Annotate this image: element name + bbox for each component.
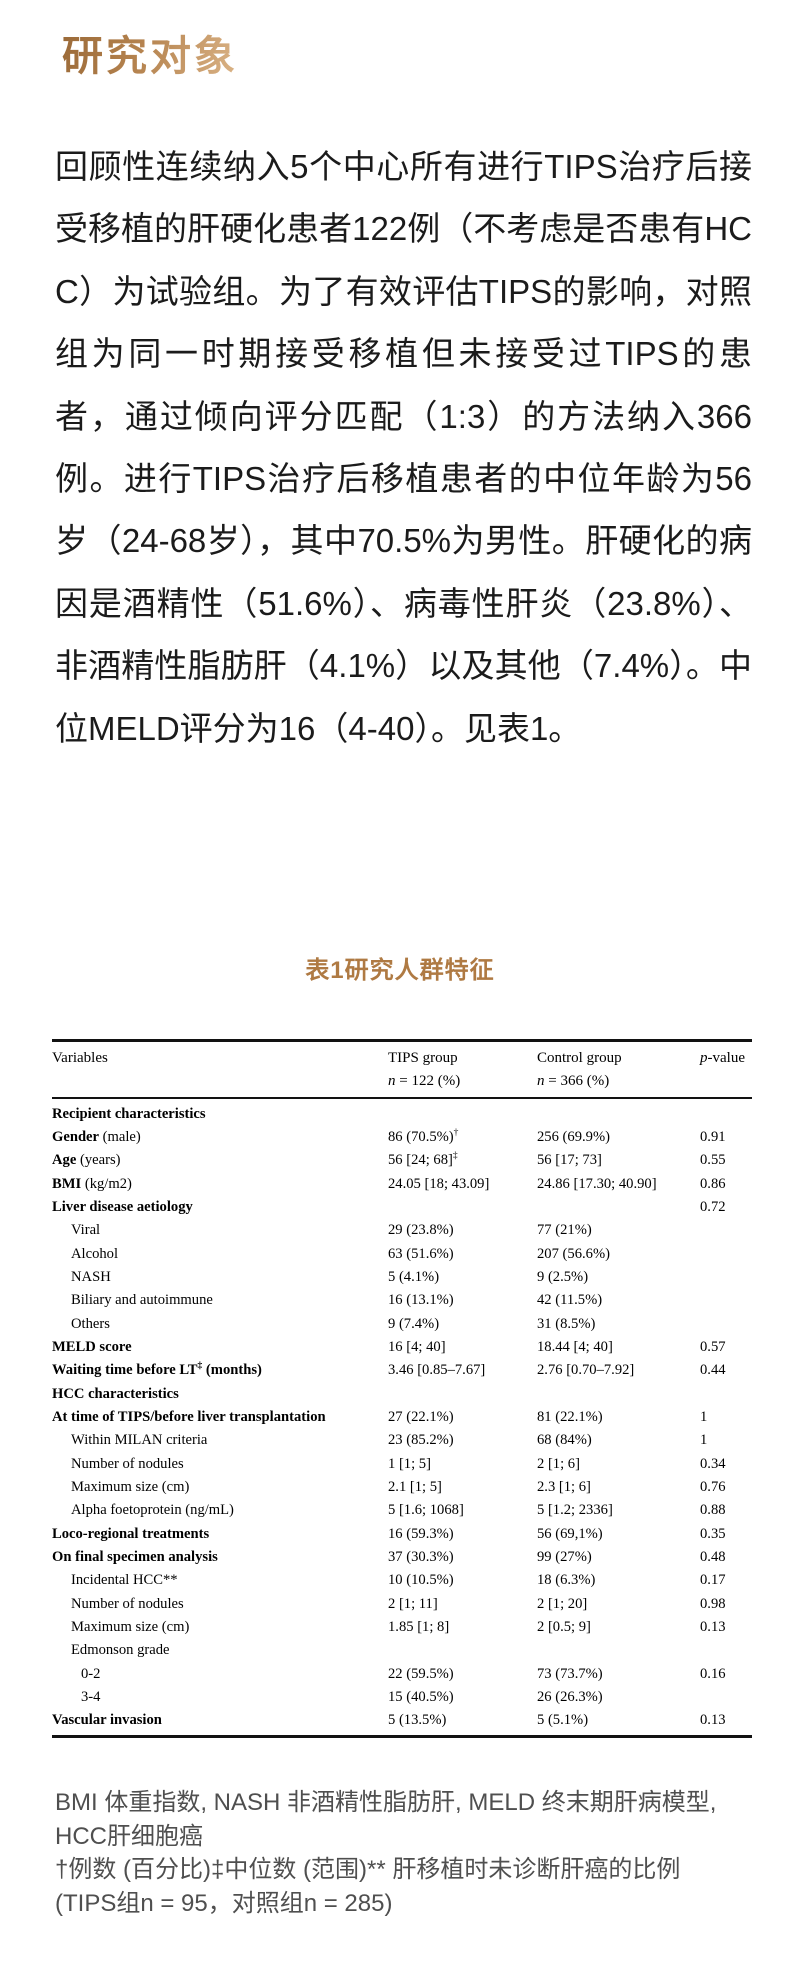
table-row: Alcohol 63 (51.6%) 207 (56.6%): [71, 1245, 610, 1262]
table-row: Age (years) 56 [24; 68]‡ 56 [17; 73] 0.55: [52, 1151, 726, 1169]
body-paragraph: 回顾性连续纳入5个中心所有进行TIPS治疗后接受移植的肝硬化患者122例（不考虑…: [55, 148, 752, 747]
header-control-group: Control group n = 366 (%): [537, 1047, 700, 1092]
table-row: HCC characteristics: [52, 1385, 179, 1402]
table-header-row: Variables TIPS group n = 122 (%) Control…: [52, 1042, 752, 1099]
table-row: 0-2 22 (59.5%) 73 (73.7%) 0.16: [81, 1665, 726, 1682]
table-row: Loco-regional treatments 16 (59.3%) 56 (69…: [52, 1525, 726, 1542]
footnote-abbreviations-1: BMI 体重指数, NASH 非酒精性脂肪肝, MELD 终末期肝病模型,: [55, 1789, 717, 1816]
table-row: NASH 5 (4.1%) 9 (2.5%): [71, 1268, 589, 1285]
footnote-symbols: †例数 (百分比)‡中位数 (范围)** 肝移植时未诊断肝癌的比例: [55, 1856, 681, 1884]
table-row: BMI (kg/m2) 24.05 [18; 43.09] 24.86 [17.30…: [52, 1175, 726, 1192]
table-row: Number of nodules 2 [1; 11] 2 [1; 20] 0.98: [71, 1595, 726, 1612]
table-title: 表1研究人群特征: [305, 957, 495, 984]
table-row: Alpha foetoprotein (ng/mL) 5 [1.6; 1068] 5…: [71, 1502, 726, 1519]
table-footnotes: BMI 体重指数, NASH 非酒精性脂肪肝, MELD 终末期肝病模型, HC…: [55, 1786, 755, 1920]
table-row: Maximum size (cm) 2.1 [1; 5] 2.3 [1; 6] 0.7…: [71, 1479, 726, 1495]
table-row: Recipient characteristics: [52, 1105, 206, 1122]
table-row: Gender (male) 86 (70.5%)† 256 (69.9%) 0.91: [52, 1127, 726, 1145]
table-row: Edmonson grade: [71, 1642, 170, 1659]
table-row: Others 9 (7.4%) 31 (8.5%): [71, 1315, 596, 1332]
table-row: Viral 29 (23.8%) 77 (21%): [71, 1222, 592, 1239]
table-row: Within MILAN criteria 23 (85.2%) 68 (84%) 1: [71, 1432, 708, 1449]
table-body: Recipient characteristics Gender (male) 86…: [52, 1099, 752, 1738]
table-row: Incidental HCC** 10 (10.5%) 18 (6.3%) 0.17: [71, 1572, 726, 1589]
table-row: Liver disease aetiology 0.72: [52, 1198, 726, 1215]
table-row: On final specimen analysis 37 (30.3%) 99 (…: [52, 1549, 726, 1566]
header-tips-line2: n = 122 (%): [388, 1072, 461, 1089]
header-variables: Variables: [52, 1050, 108, 1066]
footnote-abbreviations-2: HCC肝细胞癌: [55, 1822, 203, 1850]
table-row: 3-4 15 (40.5%) 26 (26.3%): [81, 1689, 603, 1706]
table-row: Waiting time before LT‡ (months) 3.46 [0.…: [52, 1361, 726, 1379]
header-p-value: p-value: [700, 1050, 745, 1066]
header-control-line1: Control group: [537, 1050, 622, 1066]
study-characteristics-table: Variables TIPS group n = 122 (%) Control…: [52, 1039, 752, 1738]
table-row: At time of TIPS/before liver transplanta…: [52, 1408, 708, 1425]
table-row: Maximum size (cm) 1.85 [1; 8] 2 [0.5; 9] 0.…: [71, 1619, 726, 1636]
table-row: Biliary and autoimmune 16 (13.1%) 42 (11.5…: [71, 1292, 603, 1309]
table-row: Vascular invasion 5 (13.5%) 5 (5.1%) 0.13: [52, 1712, 726, 1729]
table-row: MELD score 16 [4; 40] 18.44 [4; 40] 0.57: [52, 1338, 726, 1355]
header-tips-line1: TIPS group: [388, 1050, 458, 1066]
header-control-line2: n = 366 (%): [537, 1072, 610, 1089]
section-heading: 研究对象: [62, 22, 238, 82]
table-row: Number of nodules 1 [1; 5] 2 [1; 6] 0.34: [71, 1455, 726, 1472]
header-tips-group: TIPS group n = 122 (%): [388, 1047, 537, 1092]
footnote-sample-sizes: (TIPS组n = 95，对照组n = 285): [55, 1889, 393, 1917]
